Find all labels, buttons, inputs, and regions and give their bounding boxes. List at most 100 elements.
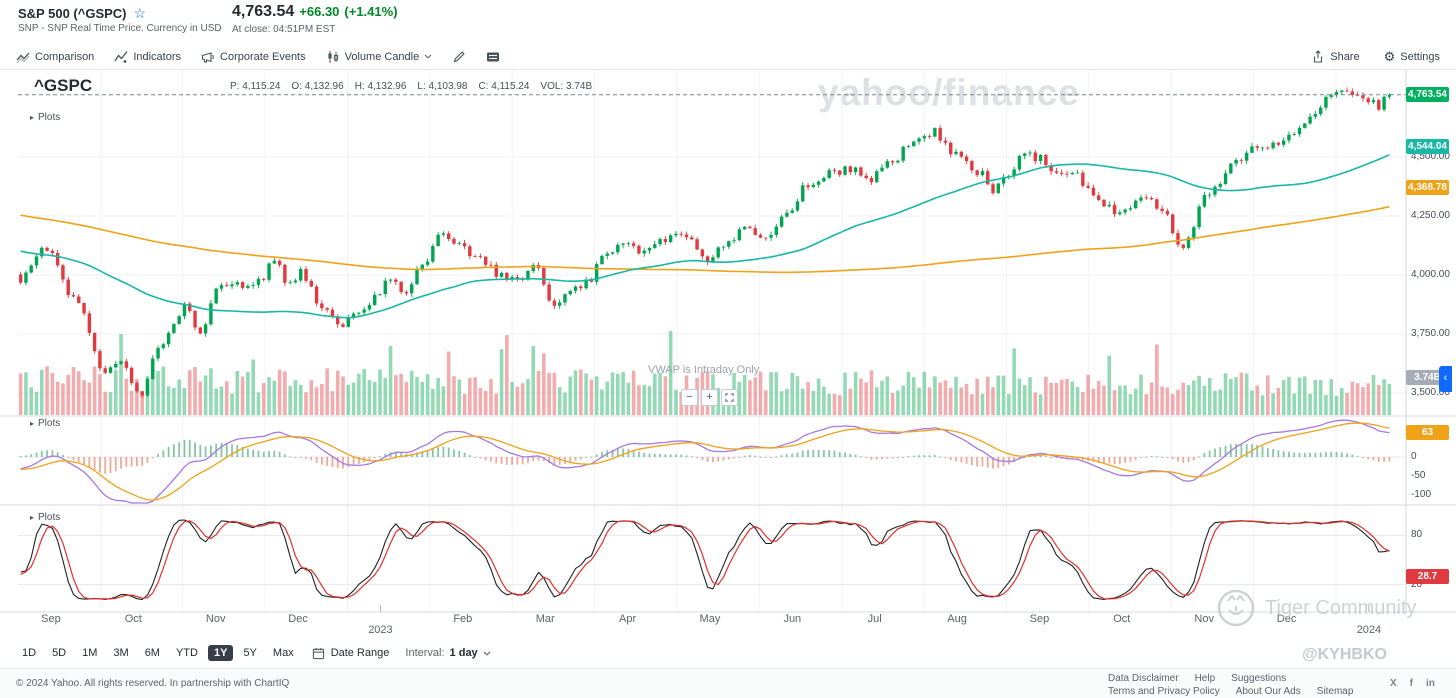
social-icon-x[interactable]: X (1390, 678, 1397, 689)
footer-link[interactable]: Suggestions (1231, 673, 1287, 684)
range-button-1d[interactable]: 1D (16, 645, 42, 661)
indicators-label: Indicators (133, 50, 182, 63)
footer-links-row1: Data Disclaimer Help Suggestions (1108, 673, 1286, 684)
price-row: 4,763.54 +66.30 (+1.41%) (232, 3, 398, 21)
svg-text:Apr: Apr (619, 613, 636, 625)
comparison-button[interactable]: Comparison (16, 50, 94, 64)
price-change-percent: (+1.41%) (344, 4, 398, 19)
footer-link[interactable]: Data Disclaimer (1108, 673, 1179, 684)
range-toolbar: 1D 5D 1M 3M 6M YTD 1Y 5Y Max Date Range Interval… (0, 640, 1456, 666)
vwap-note: VWAP is Intraday Only (648, 364, 760, 376)
chevron-down-icon (483, 651, 491, 656)
chart-canvas[interactable]: Sep Oct Nov Dec 2023 Feb Mar Apr May Jun Jul Aug Sep… (0, 70, 1456, 638)
symbol-title: S&P 500 (^GSPC) (18, 6, 127, 21)
svg-text:May: May (700, 613, 721, 625)
chart-symbol-label: ^GSPC (34, 76, 93, 95)
favorite-star-icon[interactable]: ☆ (133, 5, 147, 21)
footer-link[interactable]: Terms and Privacy Policy (1108, 686, 1220, 697)
indicators-button[interactable]: Indicators (114, 50, 181, 64)
y-axis-tick: 4,250.00 (1411, 210, 1450, 221)
ohlc-readout-item: C: 4,115.24 (478, 81, 530, 92)
svg-text:Feb: Feb (453, 613, 472, 625)
price-axis[interactable]: 4,763.54 4,544.04 4,368.78 3.74B 63 28.7… (1406, 70, 1456, 638)
chart-style-dropdown[interactable]: Volume Candle (326, 50, 433, 64)
display-settings-button[interactable] (486, 50, 500, 64)
y-axis-tick: 80 (1411, 529, 1423, 541)
range-button-6m[interactable]: 6M (139, 645, 166, 661)
y-axis-tick: 3,500.00 (1411, 387, 1450, 398)
range-button-max[interactable]: Max (267, 645, 300, 661)
svg-text:2024: 2024 (1357, 624, 1381, 636)
footer-link[interactable]: Help (1194, 673, 1216, 684)
user-watermark: @KYHBKO (1302, 646, 1387, 663)
ohlc-readout-item: P: 4,115.24 (230, 81, 281, 92)
panel2-plots-toggle[interactable]: ▸ Plots (30, 418, 60, 429)
triangle-right-icon: ▸ (30, 419, 35, 428)
footer-link[interactable]: About Our Ads (1235, 686, 1301, 697)
range-button-3m[interactable]: 3M (107, 645, 134, 661)
date-range-button[interactable]: Date Range (312, 647, 390, 660)
y-axis-tick: 0 (1411, 451, 1417, 462)
svg-text:Dec: Dec (288, 613, 308, 625)
panel-collapse-button[interactable]: ‹ (1439, 366, 1452, 392)
interval-label: Interval: (405, 647, 445, 659)
candlestick-icon (328, 50, 338, 63)
plots-label: Plots (38, 112, 61, 123)
svg-text:Nov: Nov (206, 613, 226, 625)
display-panel-icon (487, 52, 500, 61)
calendar-icon (312, 647, 324, 659)
comparison-icon (16, 52, 30, 63)
gear-icon: ⚙ (1383, 49, 1396, 64)
yahoo-finance-watermark: yahoo/finance (818, 72, 1080, 113)
range-button-ytd[interactable]: YTD (170, 645, 204, 661)
svg-text:Aug: Aug (947, 613, 967, 625)
social-icon-in[interactable]: in (1426, 678, 1435, 689)
svg-text:Nov: Nov (1194, 613, 1214, 625)
plots-label: Plots (38, 512, 61, 523)
chart-toolbar: Comparison Indicators Corporate Events V… (0, 44, 1456, 70)
zoom-in-button[interactable]: + (701, 389, 718, 406)
range-button-1m[interactable]: 1M (76, 645, 103, 661)
triangle-right-icon: ▸ (30, 113, 35, 122)
indicators-icon (114, 50, 128, 63)
svg-text:2023: 2023 (368, 624, 392, 636)
range-button-5y[interactable]: 5Y (237, 645, 262, 661)
footer: © 2024 Yahoo. All rights reserved. In pa… (0, 668, 1456, 698)
footer-link[interactable]: Sitemap (1316, 686, 1354, 697)
share-button[interactable]: Share (1311, 49, 1360, 64)
y-axis-tick: -50 (1411, 470, 1426, 481)
range-button-5d[interactable]: 5D (46, 645, 72, 661)
footer-links-row2: Terms and Privacy Policy About Our Ads Sit… (1108, 686, 1353, 697)
ohlc-readout-item: VOL: 3.74B (540, 81, 593, 92)
settings-label: Settings (1400, 50, 1440, 63)
interval-dropdown[interactable]: Interval: 1 day (405, 647, 491, 659)
toolbar-right-group: Share ⚙ Settings (1311, 49, 1440, 64)
fullscreen-button[interactable] (721, 389, 738, 406)
corporate-events-button[interactable]: Corporate Events (201, 50, 306, 64)
draw-button[interactable] (452, 50, 466, 64)
zoom-controls: − + (681, 389, 738, 406)
at-close-note: At close: 04:51PM EST (232, 24, 336, 35)
panel3-plots-toggle[interactable]: ▸ Plots (30, 512, 60, 523)
volume-badge: 3.74B (1406, 370, 1449, 385)
tiger-community-watermark: Tiger Community (1216, 588, 1417, 628)
ohlc-readout: P: 4,115.24 O: 4,132.96 H: 4,132.96 L: 4,10… (230, 81, 592, 92)
copyright: © 2024 Yahoo. All rights reserved. In pa… (16, 678, 290, 689)
chevron-down-icon (424, 54, 432, 59)
symbol-title-row: S&P 500 (^GSPC) ☆ (18, 5, 146, 22)
plots-label: Plots (38, 418, 61, 429)
social-icon-f[interactable]: f (1409, 678, 1414, 689)
interval-value: 1 day (449, 647, 478, 659)
megaphone-icon (201, 51, 214, 63)
y-axis-tick: 4,000.00 (1411, 269, 1450, 280)
range-button-1y[interactable]: 1Y (207, 645, 234, 661)
ohlc-readout-item: H: 4,132.96 (354, 81, 407, 92)
main-plots-toggle[interactable]: ▸ Plots (30, 112, 60, 123)
settings-button[interactable]: ⚙ Settings (1384, 50, 1440, 64)
zoom-out-button[interactable]: − (681, 389, 698, 406)
date-range-label: Date Range (330, 647, 390, 659)
fullscreen-icon (725, 393, 734, 402)
y-axis-tick: -100 (1411, 489, 1432, 500)
